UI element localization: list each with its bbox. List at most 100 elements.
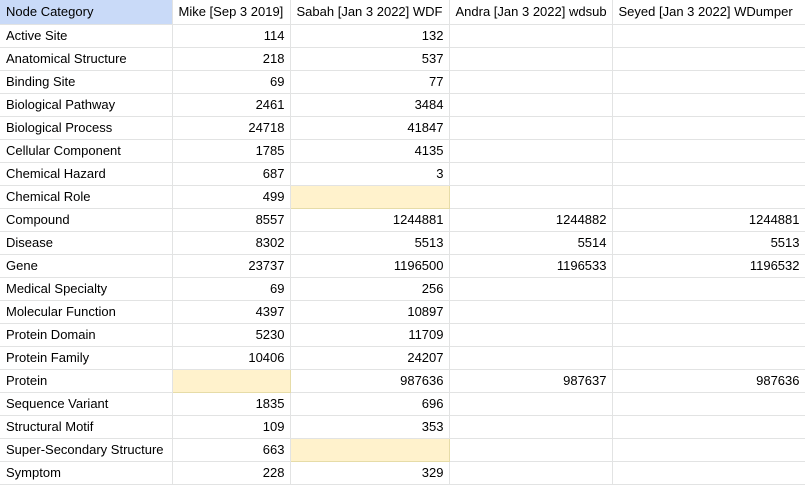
value-cell-seyed[interactable] — [612, 24, 805, 48]
value-cell-mike[interactable]: 218 — [172, 47, 291, 71]
value-cell-andra[interactable] — [449, 24, 613, 48]
value-cell-andra[interactable]: 987637 — [449, 369, 613, 393]
value-cell-andra[interactable]: 5514 — [449, 231, 613, 255]
value-cell-mike[interactable]: 5230 — [172, 323, 291, 347]
value-cell-seyed[interactable] — [612, 346, 805, 370]
value-cell-seyed[interactable] — [612, 139, 805, 163]
value-cell-mike[interactable]: 10406 — [172, 346, 291, 370]
category-cell[interactable]: Super-Secondary Structure — [0, 438, 173, 462]
category-cell[interactable]: Symptom — [0, 461, 173, 485]
value-cell-seyed[interactable] — [612, 300, 805, 324]
value-cell-sabah[interactable]: 3 — [290, 162, 450, 186]
value-cell-sabah[interactable]: 77 — [290, 70, 450, 94]
value-cell-andra[interactable] — [449, 415, 613, 439]
value-cell-seyed[interactable] — [612, 185, 805, 209]
value-cell-seyed[interactable] — [612, 93, 805, 117]
value-cell-sabah[interactable] — [289, 438, 450, 462]
value-cell-mike[interactable]: 69 — [172, 277, 291, 301]
value-cell-sabah[interactable]: 353 — [290, 415, 450, 439]
category-cell[interactable]: Gene — [0, 254, 173, 278]
category-cell[interactable]: Protein Domain — [0, 323, 173, 347]
category-cell[interactable]: Binding Site — [0, 70, 173, 94]
value-cell-sabah[interactable]: 4135 — [290, 139, 450, 163]
value-cell-andra[interactable] — [449, 139, 613, 163]
value-cell-seyed[interactable] — [612, 47, 805, 71]
value-cell-sabah[interactable]: 987636 — [290, 369, 450, 393]
header-cell-node-category[interactable]: Node Category — [0, 0, 173, 25]
category-cell[interactable]: Active Site — [0, 24, 173, 48]
value-cell-andra[interactable] — [449, 438, 613, 462]
value-cell-seyed[interactable] — [612, 277, 805, 301]
value-cell-seyed[interactable] — [612, 116, 805, 140]
value-cell-mike[interactable]: 663 — [172, 438, 291, 462]
value-cell-mike[interactable]: 109 — [172, 415, 291, 439]
value-cell-seyed[interactable]: 1196532 — [612, 254, 805, 278]
value-cell-seyed[interactable]: 5513 — [612, 231, 805, 255]
value-cell-sabah[interactable]: 41847 — [290, 116, 450, 140]
category-cell[interactable]: Chemical Role — [0, 185, 173, 209]
value-cell-sabah[interactable]: 1196500 — [290, 254, 450, 278]
category-cell[interactable]: Disease — [0, 231, 173, 255]
value-cell-andra[interactable] — [449, 300, 613, 324]
category-cell[interactable]: Biological Pathway — [0, 93, 173, 117]
category-cell[interactable]: Protein — [0, 369, 173, 393]
value-cell-seyed[interactable] — [612, 461, 805, 485]
value-cell-mike[interactable]: 8302 — [172, 231, 291, 255]
value-cell-sabah[interactable]: 256 — [290, 277, 450, 301]
header-cell-mike[interactable]: Mike [Sep 3 2019] — [172, 0, 291, 25]
value-cell-mike[interactable] — [171, 369, 291, 393]
value-cell-seyed[interactable] — [612, 162, 805, 186]
value-cell-andra[interactable] — [449, 93, 613, 117]
category-cell[interactable]: Cellular Component — [0, 139, 173, 163]
value-cell-sabah[interactable]: 537 — [290, 47, 450, 71]
value-cell-andra[interactable] — [449, 323, 613, 347]
value-cell-mike[interactable]: 2461 — [172, 93, 291, 117]
category-cell[interactable]: Molecular Function — [0, 300, 173, 324]
value-cell-mike[interactable]: 24718 — [172, 116, 291, 140]
category-cell[interactable]: Anatomical Structure — [0, 47, 173, 71]
value-cell-sabah[interactable]: 1244881 — [290, 208, 450, 232]
value-cell-andra[interactable]: 1196533 — [449, 254, 613, 278]
category-cell[interactable]: Biological Process — [0, 116, 173, 140]
value-cell-sabah[interactable] — [289, 185, 450, 209]
value-cell-seyed[interactable]: 987636 — [612, 369, 805, 393]
value-cell-mike[interactable]: 1785 — [172, 139, 291, 163]
value-cell-mike[interactable]: 69 — [172, 70, 291, 94]
category-cell[interactable]: Structural Motif — [0, 415, 173, 439]
value-cell-andra[interactable] — [449, 277, 613, 301]
value-cell-andra[interactable] — [449, 116, 613, 140]
header-cell-sabah[interactable]: Sabah [Jan 3 2022] WDF — [290, 0, 450, 25]
value-cell-seyed[interactable] — [612, 438, 805, 462]
value-cell-mike[interactable]: 1835 — [172, 392, 291, 416]
category-cell[interactable]: Medical Specialty — [0, 277, 173, 301]
value-cell-andra[interactable] — [449, 392, 613, 416]
value-cell-sabah[interactable]: 3484 — [290, 93, 450, 117]
value-cell-sabah[interactable]: 24207 — [290, 346, 450, 370]
value-cell-mike[interactable]: 228 — [172, 461, 291, 485]
category-cell[interactable]: Compound — [0, 208, 173, 232]
value-cell-andra[interactable] — [449, 47, 613, 71]
value-cell-sabah[interactable]: 696 — [290, 392, 450, 416]
value-cell-mike[interactable]: 114 — [172, 24, 291, 48]
value-cell-mike[interactable]: 499 — [172, 185, 291, 209]
value-cell-sabah[interactable]: 10897 — [290, 300, 450, 324]
value-cell-mike[interactable]: 8557 — [172, 208, 291, 232]
header-cell-seyed[interactable]: Seyed [Jan 3 2022] WDumper — [612, 0, 805, 25]
value-cell-mike[interactable]: 23737 — [172, 254, 291, 278]
value-cell-sabah[interactable]: 5513 — [290, 231, 450, 255]
value-cell-mike[interactable]: 4397 — [172, 300, 291, 324]
value-cell-seyed[interactable] — [612, 70, 805, 94]
value-cell-mike[interactable]: 687 — [172, 162, 291, 186]
value-cell-sabah[interactable]: 329 — [290, 461, 450, 485]
value-cell-sabah[interactable]: 132 — [290, 24, 450, 48]
value-cell-seyed[interactable] — [612, 392, 805, 416]
value-cell-andra[interactable] — [449, 346, 613, 370]
value-cell-andra[interactable] — [449, 70, 613, 94]
value-cell-andra[interactable] — [449, 185, 613, 209]
category-cell[interactable]: Chemical Hazard — [0, 162, 173, 186]
value-cell-seyed[interactable]: 1244881 — [612, 208, 805, 232]
value-cell-andra[interactable] — [449, 162, 613, 186]
header-cell-andra[interactable]: Andra [Jan 3 2022] wdsub — [449, 0, 613, 25]
category-cell[interactable]: Protein Family — [0, 346, 173, 370]
value-cell-seyed[interactable] — [612, 323, 805, 347]
